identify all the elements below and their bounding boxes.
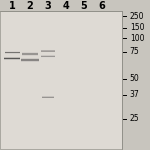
Text: 6: 6 [99, 1, 105, 11]
Text: 37: 37 [130, 90, 140, 99]
Text: 1: 1 [9, 1, 15, 11]
Text: 4: 4 [63, 1, 69, 11]
Text: 5: 5 [81, 1, 87, 11]
Text: 2: 2 [27, 1, 33, 11]
Text: 250: 250 [130, 12, 144, 21]
Text: 150: 150 [130, 23, 144, 32]
Text: 50: 50 [130, 74, 140, 83]
Text: 3: 3 [45, 1, 51, 11]
Text: 75: 75 [130, 47, 140, 56]
Text: 25: 25 [130, 114, 139, 123]
Text: 100: 100 [130, 34, 144, 43]
Bar [0, 11, 122, 149]
